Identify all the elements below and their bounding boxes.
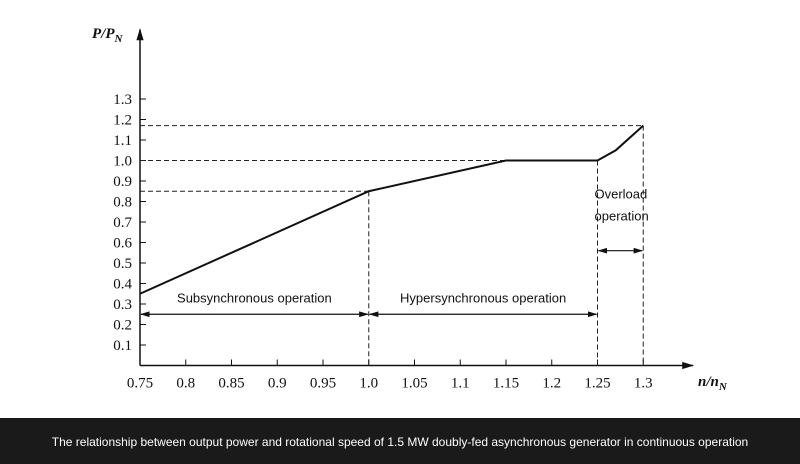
x-tick-label: 1.3 bbox=[634, 376, 653, 392]
region-label: operation bbox=[595, 209, 649, 224]
x-tick-label: 1.2 bbox=[542, 376, 561, 392]
y-tick-label: 1.0 bbox=[113, 154, 132, 170]
y-tick-label: 0.9 bbox=[113, 174, 132, 190]
caption: The relationship between output power an… bbox=[52, 435, 748, 449]
y-tick-label: 0.7 bbox=[113, 215, 132, 231]
x-tick-label: 1.05 bbox=[401, 376, 427, 392]
y-tick-label: 0.6 bbox=[113, 236, 132, 252]
y-tick-label: 0.8 bbox=[113, 195, 132, 211]
y-tick-label: 0.2 bbox=[113, 318, 132, 334]
region-label: Hypersynchronous operation bbox=[400, 290, 566, 305]
y-tick-label: 0.4 bbox=[113, 277, 132, 293]
y-tick-label: 1.2 bbox=[113, 113, 132, 129]
y-tick-label: 0.3 bbox=[113, 297, 132, 313]
x-tick-label: 1.15 bbox=[493, 376, 519, 392]
y-tick-label: 0.5 bbox=[113, 256, 132, 272]
y-tick-label: 0.1 bbox=[113, 338, 132, 354]
x-tick-label: 0.9 bbox=[268, 376, 287, 392]
y-axis-label: P/PN bbox=[92, 26, 124, 45]
caption-bar bbox=[0, 418, 800, 464]
x-tick-label: 1.0 bbox=[359, 376, 378, 392]
y-tick-label: 1.1 bbox=[113, 133, 132, 149]
x-tick-label: 0.75 bbox=[127, 376, 153, 392]
line bbox=[139, 124, 644, 295]
x-tick-label: 0.8 bbox=[176, 376, 195, 392]
x-axis-label: n/nN bbox=[698, 374, 728, 393]
x-tick-label: 1.25 bbox=[584, 376, 610, 392]
x-tick-label: 0.85 bbox=[218, 376, 244, 392]
region-label: Overload bbox=[595, 187, 648, 202]
x-tick-label: 0.95 bbox=[310, 376, 336, 392]
x-tick-label: 1.1 bbox=[451, 376, 470, 392]
y-tick-label: 1.3 bbox=[113, 92, 132, 108]
region-label: Subsynchronous operation bbox=[177, 290, 332, 305]
